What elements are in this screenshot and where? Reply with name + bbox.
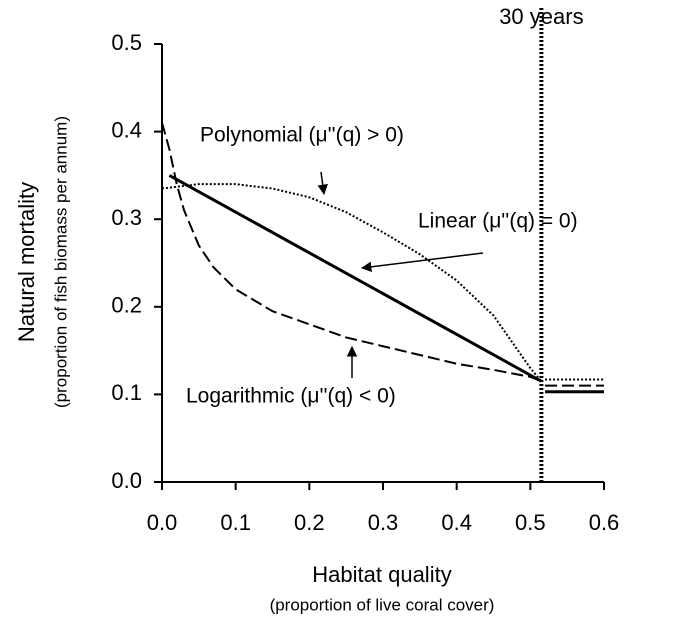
y-tick-label: 0.0	[111, 468, 142, 493]
x-axis-subtitle: (proportion of live coral cover)	[270, 595, 495, 614]
y-tick-label: 0.5	[111, 30, 142, 55]
x-tick-label: 0.0	[147, 510, 178, 535]
x-tick-label: 0.5	[515, 510, 546, 535]
annotation: Logarithmic (μ''(q) < 0)	[186, 385, 396, 408]
y-tick-label: 0.2	[111, 293, 142, 318]
y-tick-label: 0.1	[111, 380, 142, 405]
x-tick-label: 0.6	[589, 510, 620, 535]
arrow	[360, 252, 484, 273]
x-axis-title: Habitat quality	[312, 562, 451, 587]
x-tick-label: 0.4	[441, 510, 472, 535]
annotation: Polynomial (μ''(q) > 0)	[200, 124, 404, 147]
series-line	[161, 183, 604, 382]
y-axis-subtitle: (proportion of fish biomass per annum)	[51, 116, 70, 408]
y-tick-label: 0.3	[111, 205, 142, 230]
series-line	[161, 122, 604, 387]
series-line	[168, 174, 604, 394]
x-tick-label: 0.3	[368, 510, 399, 535]
y-axis-title: Natural mortality	[14, 182, 39, 342]
reference-label: 30 years	[499, 4, 583, 29]
x-tick-label: 0.1	[220, 510, 251, 535]
x-tick-label: 0.2	[294, 510, 325, 535]
annotation: Linear (μ''(q) = 0)	[418, 210, 578, 233]
arrow	[317, 171, 328, 196]
y-tick-label: 0.4	[111, 117, 142, 142]
